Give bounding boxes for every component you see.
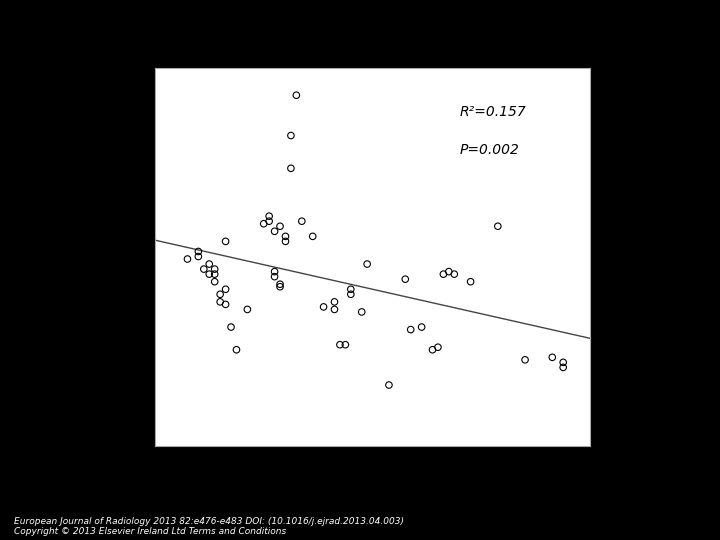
Text: Fig. 6: Fig. 6 [341, 19, 379, 33]
Point [274, 222, 286, 231]
Point [285, 164, 297, 173]
Point [329, 305, 341, 314]
Point [432, 343, 444, 352]
Point [345, 290, 356, 299]
Y-axis label: T2* Value: T2* Value [73, 212, 91, 301]
Point [230, 346, 242, 354]
Point [405, 325, 416, 334]
Point [329, 298, 341, 306]
Point [340, 340, 351, 349]
Point [220, 237, 231, 246]
Point [345, 285, 356, 294]
Point [416, 323, 428, 332]
Point [318, 302, 329, 311]
Point [427, 346, 438, 354]
Point [519, 355, 531, 364]
Point [274, 280, 286, 288]
Point [242, 305, 253, 314]
Point [557, 358, 569, 367]
Point [204, 260, 215, 268]
Point [258, 219, 269, 228]
Point [181, 255, 193, 264]
Point [400, 275, 411, 284]
Point [198, 265, 210, 273]
Point [274, 282, 286, 291]
Point [546, 353, 558, 362]
Point [220, 300, 231, 309]
Point [334, 340, 346, 349]
Text: R²=0.157: R²=0.157 [459, 105, 526, 119]
Point [285, 131, 297, 140]
Point [264, 212, 275, 220]
Point [220, 285, 231, 294]
Point [557, 363, 569, 372]
Point [356, 308, 367, 316]
Text: P=0.002: P=0.002 [459, 143, 520, 157]
Point [264, 217, 275, 226]
Text: European Journal of Radiology 2013 82:e476-e483 DOI: (10.1016/j.ejrad.2013.04.00: European Journal of Radiology 2013 82:e4… [14, 517, 405, 526]
Point [443, 267, 454, 276]
Point [225, 323, 237, 332]
Point [383, 381, 395, 389]
Point [193, 247, 204, 256]
Text: Copyright © 2013 Elsevier Ireland Ltd Terms and Conditions: Copyright © 2013 Elsevier Ireland Ltd Te… [14, 526, 287, 536]
Point [209, 278, 220, 286]
Point [215, 298, 226, 306]
Point [449, 270, 460, 279]
Point [307, 232, 318, 241]
Point [215, 290, 226, 299]
Point [279, 232, 291, 241]
Point [279, 237, 291, 246]
Point [492, 222, 503, 231]
Point [291, 91, 302, 99]
Point [361, 260, 373, 268]
Point [204, 270, 215, 279]
Point [193, 252, 204, 261]
Point [269, 227, 280, 235]
Point [465, 278, 477, 286]
Point [438, 270, 449, 279]
Point [269, 267, 280, 276]
Point [296, 217, 307, 226]
Point [209, 265, 220, 273]
Point [269, 272, 280, 281]
Point [209, 270, 220, 279]
X-axis label: PNA(d): PNA(d) [340, 476, 405, 494]
